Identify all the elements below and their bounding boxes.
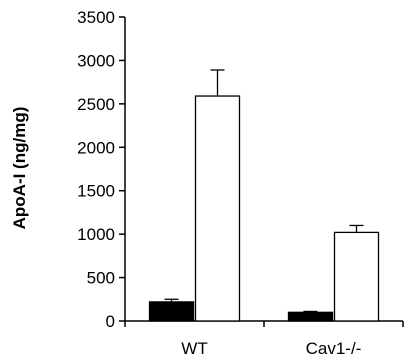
bar-Cav1-/--series-1 (287, 311, 334, 322)
y-tick-label: 500 (87, 269, 115, 288)
y-tick-label: 1000 (77, 225, 115, 244)
y-axis-ticks: 0 500 1000 1500 2000 2500 3000 3500 (77, 8, 125, 331)
bars (148, 69, 380, 322)
x-axis-labels: WT Cav1-/- (181, 339, 361, 358)
y-tick-label: 1500 (77, 182, 115, 201)
y-axis-title: ApoA-I (ng/mg) (10, 107, 29, 230)
x-tick-label: WT (181, 339, 207, 358)
y-tick-label: 2000 (77, 138, 115, 157)
y-tick-label: 2500 (77, 95, 115, 114)
y-tick-label: 3500 (77, 8, 115, 27)
y-tick-label: 0 (106, 312, 115, 331)
y-tick-label: 3000 (77, 51, 115, 70)
bar-Cav1-/--series-2 (333, 231, 380, 322)
bar-WT-series-1 (148, 301, 195, 322)
x-tick-label: Cav1-/- (306, 339, 362, 358)
bar-WT-series-2 (194, 95, 241, 322)
